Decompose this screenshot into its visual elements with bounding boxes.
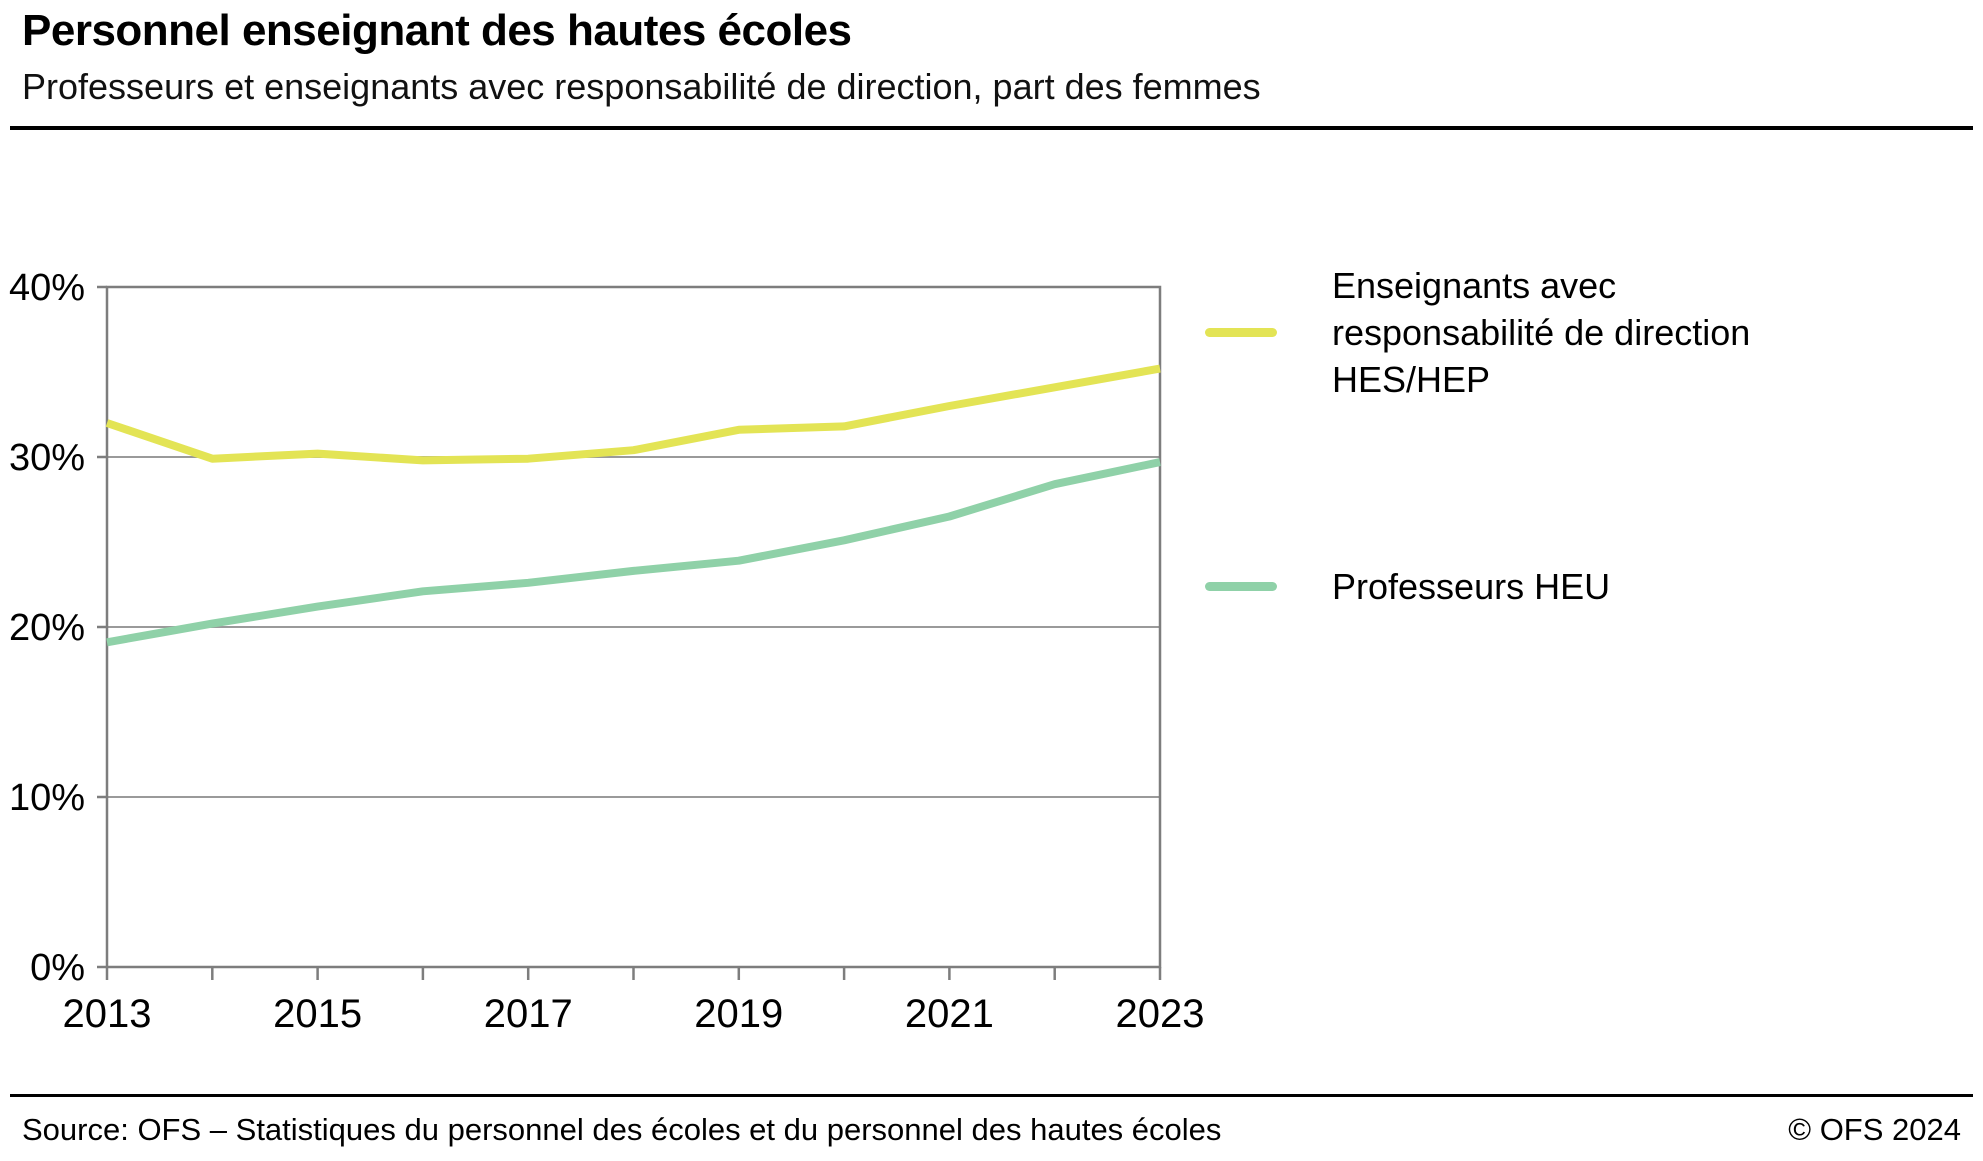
page-title: Personnel enseignant des hautes écoles <box>22 6 852 55</box>
x-tick-label: 2023 <box>1116 992 1205 1036</box>
chart-canvas: 0% 10% 20% 30% 40% 2013 2015 2017 2019 2021 2023 <box>9 267 1205 1036</box>
series-line-2 <box>106 458 1161 647</box>
y-tick-label: 40% <box>9 267 85 309</box>
line-chart: 0% 10% 20% 30% 40% 2013 2015 2017 2019 2021 2023 E… <box>0 200 1983 1080</box>
y-tick-label: 20% <box>9 607 85 649</box>
x-tick-label: 2019 <box>694 992 783 1036</box>
series-line-1 <box>105 364 1161 465</box>
x-tick-label: 2013 <box>63 992 152 1036</box>
x-tick-label: 2017 <box>484 992 573 1036</box>
legend-swatch-hes-hep-icon <box>1205 328 1277 337</box>
copyright-text: © OFS 2024 <box>1788 1112 1961 1147</box>
footer-divider <box>10 1094 1973 1097</box>
x-tick-label: 2015 <box>273 992 362 1036</box>
header-divider <box>10 126 1973 130</box>
chart-legend: Enseignants avec responsabilité de direc… <box>1205 262 1965 610</box>
y-tick-label: 30% <box>9 437 85 479</box>
page-subtitle: Professeurs et enseignants avec responsa… <box>22 66 1261 107</box>
x-tick-label: 2021 <box>905 992 994 1036</box>
legend-label-hes-hep: Enseignants avec responsabilité de direc… <box>1332 265 1751 400</box>
y-tick-label: 0% <box>30 947 85 989</box>
y-tick-label: 10% <box>9 777 85 819</box>
legend-swatch-heu-icon <box>1205 582 1277 591</box>
source-text: Source: OFS – Statistiques du personnel … <box>22 1112 1222 1147</box>
legend-item-hes-hep: Enseignants avec responsabilité de direc… <box>1205 262 1965 403</box>
footer: Source: OFS – Statistiques du personnel … <box>22 1112 1961 1148</box>
legend-item-heu: Professeurs HEU <box>1205 563 1965 610</box>
legend-label-heu: Professeurs HEU <box>1332 566 1611 607</box>
